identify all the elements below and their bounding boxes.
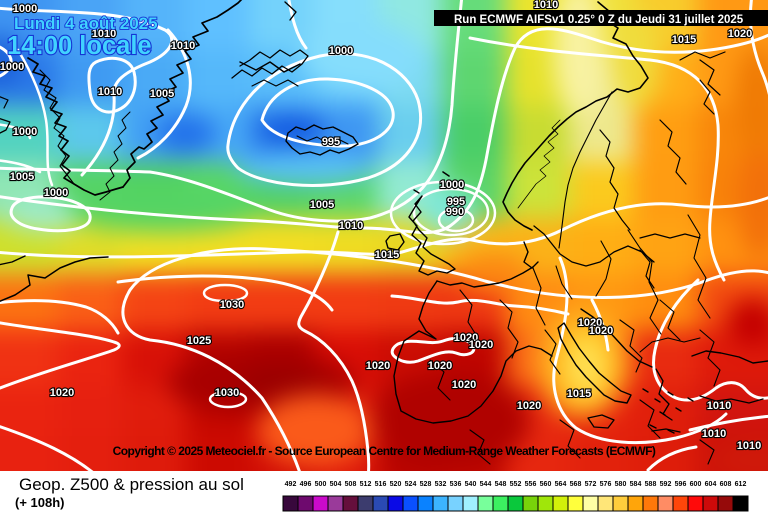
svg-text:504: 504 (330, 481, 342, 488)
svg-text:1010: 1010 (534, 0, 558, 11)
svg-text:1010: 1010 (171, 40, 195, 52)
svg-text:1000: 1000 (13, 126, 37, 138)
svg-text:580: 580 (615, 481, 627, 488)
svg-text:568: 568 (570, 481, 582, 488)
svg-text:1010: 1010 (92, 28, 116, 40)
svg-text:492: 492 (285, 481, 297, 488)
svg-text:496: 496 (300, 481, 312, 488)
svg-text:1005: 1005 (150, 88, 174, 100)
svg-text:1010: 1010 (339, 220, 363, 232)
svg-text:1020: 1020 (578, 317, 602, 329)
svg-text:592: 592 (660, 481, 672, 488)
svg-text:1030: 1030 (220, 299, 244, 311)
svg-text:1000: 1000 (329, 45, 353, 57)
svg-text:1010: 1010 (737, 440, 761, 452)
svg-text:1015: 1015 (375, 249, 399, 261)
svg-text:1015: 1015 (672, 34, 696, 46)
svg-text:1030: 1030 (215, 387, 239, 399)
svg-text:1000: 1000 (0, 61, 24, 73)
svg-text:1020: 1020 (517, 400, 541, 412)
svg-text:1000: 1000 (44, 187, 68, 199)
svg-text:508: 508 (345, 481, 357, 488)
svg-text:556: 556 (525, 481, 537, 488)
svg-text:1020: 1020 (589, 325, 613, 337)
svg-text:1010: 1010 (702, 428, 726, 440)
svg-text:612: 612 (735, 481, 747, 488)
svg-text:524: 524 (405, 481, 417, 488)
svg-text:536: 536 (450, 481, 462, 488)
svg-text:596: 596 (675, 481, 687, 488)
svg-text:Lundi 4 août 2025: Lundi 4 août 2025 (14, 14, 158, 33)
svg-text:520: 520 (390, 481, 402, 488)
svg-text:990: 990 (446, 206, 464, 218)
svg-text:544: 544 (480, 481, 492, 488)
svg-text:512: 512 (360, 481, 372, 488)
svg-text:608: 608 (720, 481, 732, 488)
svg-text:1010: 1010 (98, 86, 122, 98)
svg-text:995: 995 (322, 136, 340, 148)
svg-text:560: 560 (540, 481, 552, 488)
svg-text:516: 516 (375, 481, 387, 488)
svg-text:1020: 1020 (469, 339, 493, 351)
svg-text:572: 572 (585, 481, 597, 488)
svg-text:564: 564 (555, 481, 567, 488)
svg-text:1015: 1015 (567, 388, 591, 400)
svg-text:528: 528 (420, 481, 432, 488)
svg-text:600: 600 (690, 481, 702, 488)
svg-text:584: 584 (630, 481, 642, 488)
svg-text:Copyright © 2025 Meteociel.fr: Copyright © 2025 Meteociel.fr - Source E… (113, 444, 656, 458)
svg-text:14:00 locale: 14:00 locale (7, 32, 152, 60)
svg-text:588: 588 (645, 481, 657, 488)
svg-text:548: 548 (495, 481, 507, 488)
svg-text:532: 532 (435, 481, 447, 488)
svg-text:576: 576 (600, 481, 612, 488)
svg-text:1025: 1025 (187, 335, 211, 347)
svg-text:1005: 1005 (310, 199, 334, 211)
svg-text:1020: 1020 (366, 360, 390, 372)
svg-text:1005: 1005 (10, 171, 34, 183)
svg-text:Run ECMWF AIFSv1 0.25° 0 Z du: Run ECMWF AIFSv1 0.25° 0 Z du Jeudi 31 j… (454, 14, 744, 26)
svg-text:540: 540 (465, 481, 477, 488)
svg-text:1000: 1000 (440, 179, 464, 191)
svg-text:995: 995 (447, 196, 465, 208)
svg-text:604: 604 (705, 481, 717, 488)
svg-text:1000: 1000 (13, 3, 37, 15)
svg-text:1020: 1020 (728, 28, 752, 40)
svg-text:1010: 1010 (707, 400, 731, 412)
svg-text:1020: 1020 (428, 360, 452, 372)
svg-text:552: 552 (510, 481, 522, 488)
svg-text:1020: 1020 (454, 332, 478, 344)
svg-text:1020: 1020 (50, 387, 74, 399)
svg-text:1020: 1020 (452, 379, 476, 391)
svg-text:500: 500 (315, 481, 327, 488)
